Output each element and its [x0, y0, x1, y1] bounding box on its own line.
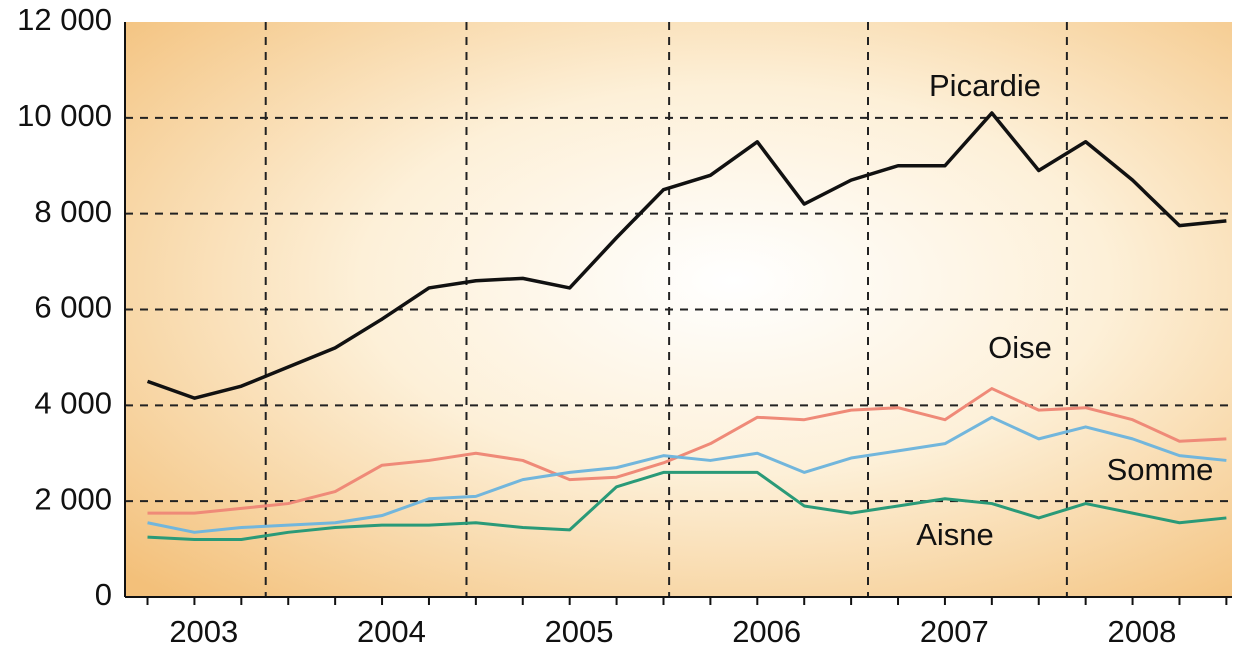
line-series [146, 111, 1227, 400]
series-label: Somme [1107, 452, 1214, 487]
y-tick-label: 12 000 [17, 2, 112, 37]
series-label: Oise [988, 330, 1052, 365]
y-tick-label: 2 000 [34, 481, 112, 516]
x-tick-label: 2005 [545, 614, 614, 649]
y-tick-label: 10 000 [17, 98, 112, 133]
line-series [147, 387, 1227, 515]
y-tick-label: 8 000 [34, 194, 112, 229]
x-tick-label: 2006 [732, 614, 801, 649]
x-tick-label: 2008 [1107, 614, 1176, 649]
x-tick-label: 2004 [357, 614, 426, 649]
y-tick-label: 4 000 [34, 386, 112, 421]
line-series [147, 415, 1227, 534]
series-label: Aisne [916, 517, 994, 552]
y-tick-label: 6 000 [34, 290, 112, 325]
series-label: Picardie [929, 68, 1041, 103]
line-series [147, 470, 1227, 541]
x-tick-label: 2003 [169, 614, 238, 649]
x-tick-label: 2007 [920, 614, 989, 649]
y-tick-label: 0 [95, 577, 112, 612]
